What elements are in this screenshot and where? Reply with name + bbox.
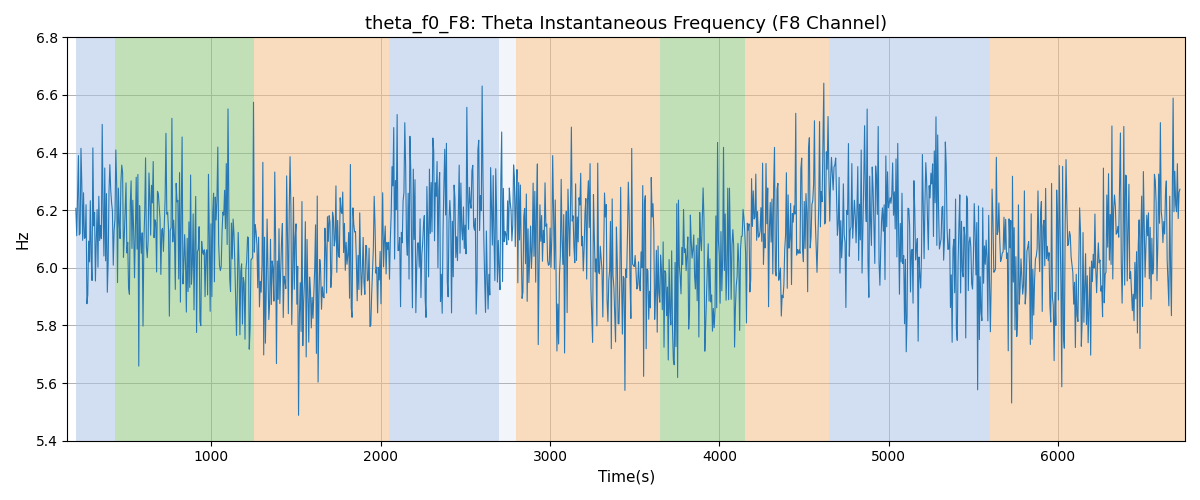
Bar	[389, 38, 499, 440]
Bar	[745, 38, 829, 440]
Bar	[990, 38, 1186, 440]
Bar	[76, 38, 115, 440]
Bar	[516, 38, 660, 440]
Bar	[115, 38, 253, 440]
Bar	[660, 38, 745, 440]
X-axis label: Time(s): Time(s)	[598, 470, 655, 485]
Y-axis label: Hz: Hz	[16, 230, 30, 249]
Title: theta_f0_F8: Theta Instantaneous Frequency (F8 Channel): theta_f0_F8: Theta Instantaneous Frequen…	[365, 15, 887, 34]
Bar	[499, 38, 516, 440]
Bar	[253, 38, 389, 440]
Bar	[829, 38, 990, 440]
